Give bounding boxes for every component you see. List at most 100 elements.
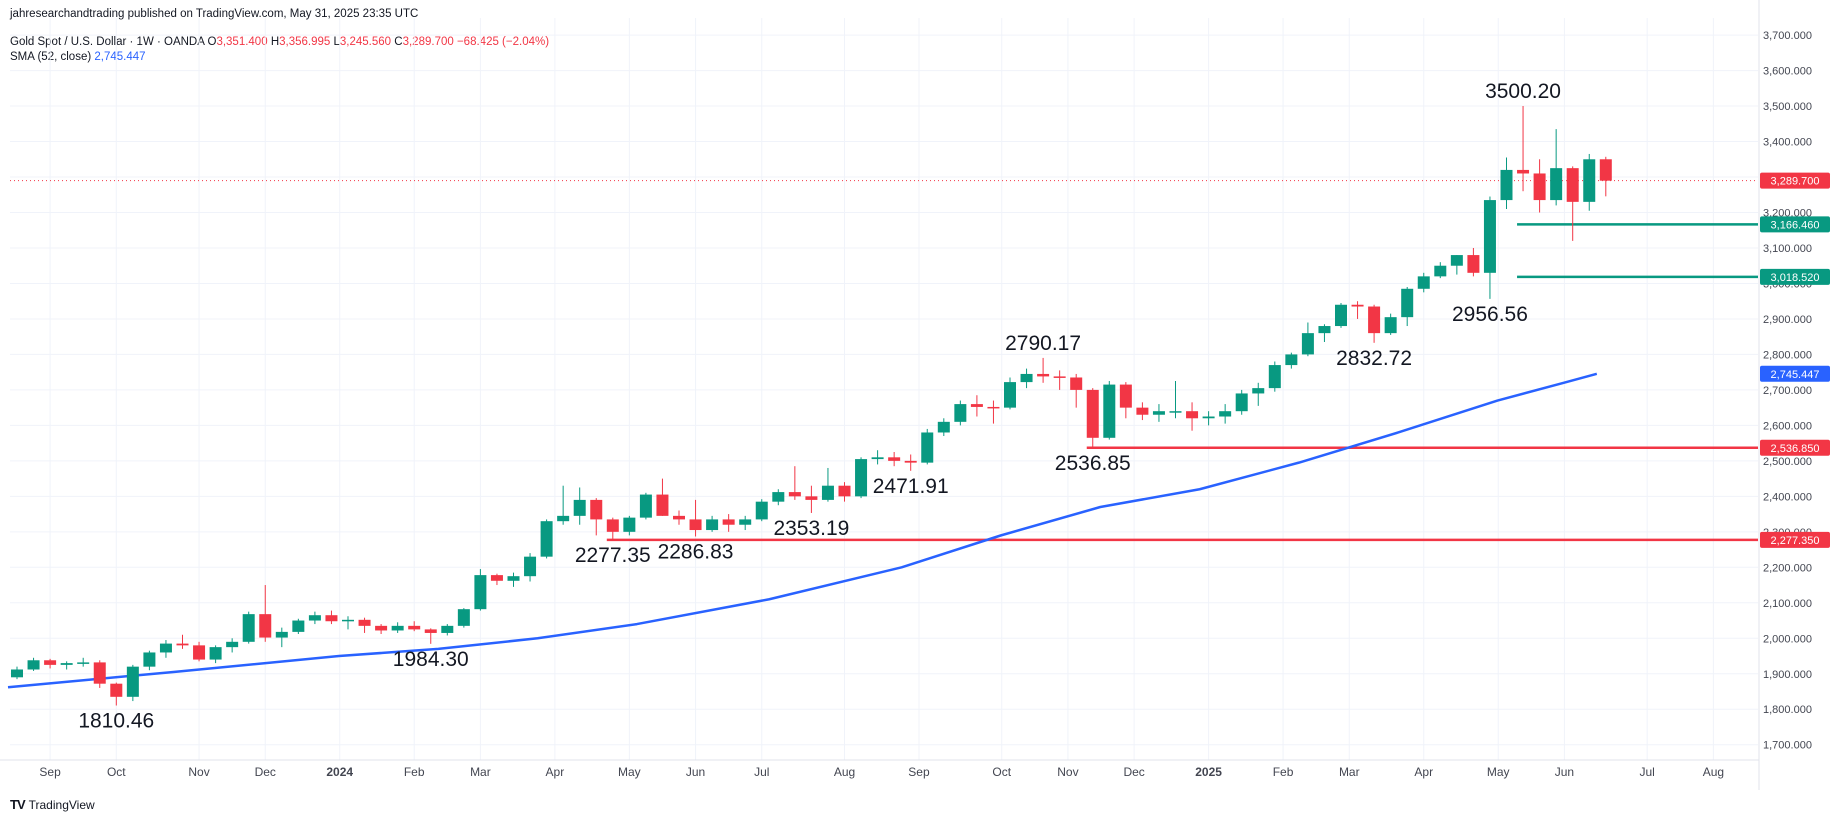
candle-body[interactable] xyxy=(1004,382,1016,408)
candle-body[interactable] xyxy=(242,614,255,642)
candle-body[interactable] xyxy=(1417,276,1430,289)
candle-body[interactable] xyxy=(1335,304,1347,327)
candle-body[interactable] xyxy=(1384,317,1397,334)
symbol-name[interactable]: Gold Spot / U.S. Dollar · 1W · OANDA xyxy=(10,36,205,48)
candle-body[interactable] xyxy=(441,625,454,633)
candle-body[interactable] xyxy=(888,457,901,461)
candle-body[interactable] xyxy=(1186,411,1199,419)
candle-body[interactable] xyxy=(821,485,834,500)
candle-body[interactable] xyxy=(1500,169,1513,201)
candle-body[interactable] xyxy=(1119,384,1132,408)
candle-body[interactable] xyxy=(1136,407,1149,415)
candle-body[interactable] xyxy=(193,645,206,660)
candle-body[interactable] xyxy=(970,404,983,407)
candle-body[interactable] xyxy=(143,652,156,667)
candle-body[interactable] xyxy=(1483,200,1496,273)
candle-body[interactable] xyxy=(424,629,437,633)
candle-body[interactable] xyxy=(838,485,851,497)
price-chart[interactable]: 1,700.000 1,800.000 1,900.000 2,000.000 2,10… xyxy=(0,0,1835,790)
candle-body[interactable] xyxy=(474,575,487,610)
candle-body[interactable] xyxy=(1401,288,1414,318)
candle-body[interactable] xyxy=(1086,389,1099,438)
candle-body[interactable] xyxy=(1599,159,1612,181)
candle-body[interactable] xyxy=(259,614,272,638)
candle-body[interactable] xyxy=(126,666,139,697)
sma-line[interactable] xyxy=(7,372,1598,689)
candle-body[interactable] xyxy=(590,499,603,520)
candle-body[interactable] xyxy=(93,662,106,684)
candle-body[interactable] xyxy=(209,647,222,660)
candle-body[interactable] xyxy=(1550,168,1563,201)
candle-body[interactable] xyxy=(1285,354,1298,366)
candle-body[interactable] xyxy=(490,575,503,581)
candle-body[interactable] xyxy=(11,669,23,678)
candle-body[interactable] xyxy=(805,496,818,500)
candle-body[interactable] xyxy=(44,660,57,665)
tradingview-footer[interactable]: TV TradingView xyxy=(10,797,95,812)
candle-body[interactable] xyxy=(871,457,884,460)
candle-body[interactable] xyxy=(1053,376,1066,378)
candle-body[interactable] xyxy=(606,519,619,532)
candle-body[interactable] xyxy=(342,619,354,622)
candle-body[interactable] xyxy=(540,521,553,557)
candle-body[interactable] xyxy=(904,460,917,463)
candle-body[interactable] xyxy=(855,459,868,497)
candle-body[interactable] xyxy=(275,631,288,638)
candle-body[interactable] xyxy=(60,663,73,665)
candle-body[interactable] xyxy=(524,556,537,577)
candle-body[interactable] xyxy=(1351,304,1364,307)
candle-body[interactable] xyxy=(1467,255,1480,273)
candle-body[interactable] xyxy=(408,625,421,630)
candle-body[interactable] xyxy=(375,625,388,631)
candle-body[interactable] xyxy=(1103,384,1116,438)
candle-body[interactable] xyxy=(1301,333,1314,355)
candle-body[interactable] xyxy=(639,494,652,518)
candle-body[interactable] xyxy=(325,615,338,622)
candle-body[interactable] xyxy=(1202,416,1215,419)
candle-body[interactable] xyxy=(656,494,669,516)
candle-body[interactable] xyxy=(1219,411,1232,417)
candle-body[interactable] xyxy=(1583,159,1596,202)
candle-body[interactable] xyxy=(176,643,189,646)
candle-body[interactable] xyxy=(457,609,470,626)
candle-body[interactable] xyxy=(954,404,967,422)
candle-body[interactable] xyxy=(1235,393,1248,412)
candle-body[interactable] xyxy=(358,619,371,626)
candle-body[interactable] xyxy=(573,499,586,516)
candle-body[interactable] xyxy=(110,683,123,697)
candle-body[interactable] xyxy=(673,515,685,520)
candle-body[interactable] xyxy=(77,662,90,664)
candle-body[interactable] xyxy=(1020,373,1033,383)
candle-body[interactable] xyxy=(921,432,934,463)
candle-body[interactable] xyxy=(788,492,801,497)
candle-body[interactable] xyxy=(1434,265,1447,277)
candle-body[interactable] xyxy=(755,501,768,520)
candle-body[interactable] xyxy=(292,620,305,632)
candle-body[interactable] xyxy=(226,641,239,648)
candle-body[interactable] xyxy=(987,406,1000,409)
candle-body[interactable] xyxy=(706,519,719,531)
candle-body[interactable] xyxy=(1070,377,1083,390)
candle-body[interactable] xyxy=(1450,255,1463,266)
candle-body[interactable] xyxy=(308,615,321,621)
candle-body[interactable] xyxy=(937,421,950,433)
candle-body[interactable] xyxy=(159,643,172,653)
candle-body[interactable] xyxy=(1268,365,1281,389)
candle-body[interactable] xyxy=(1252,388,1265,394)
candle-body[interactable] xyxy=(772,492,785,502)
candle-body[interactable] xyxy=(557,515,570,522)
candle-body[interactable] xyxy=(507,576,520,581)
candle-body[interactable] xyxy=(1037,373,1050,377)
candle-body[interactable] xyxy=(739,519,752,525)
candle-body[interactable] xyxy=(1533,173,1546,201)
candle-body[interactable] xyxy=(623,517,636,532)
candle-body[interactable] xyxy=(722,519,735,525)
candle-body[interactable] xyxy=(1318,326,1331,334)
candle-body[interactable] xyxy=(1517,169,1530,174)
candle-body[interactable] xyxy=(1169,411,1182,413)
candle-body[interactable] xyxy=(1566,168,1579,202)
candle-body[interactable] xyxy=(689,519,702,531)
candle-body[interactable] xyxy=(1368,306,1381,334)
candle-body[interactable] xyxy=(27,660,40,670)
candle-body[interactable] xyxy=(1152,411,1165,415)
